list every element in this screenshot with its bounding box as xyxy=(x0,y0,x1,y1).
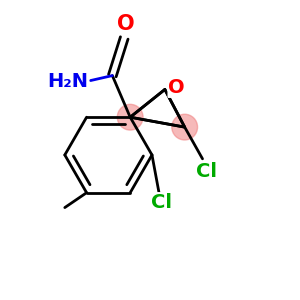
Text: Cl: Cl xyxy=(152,193,172,212)
Circle shape xyxy=(172,114,198,140)
Text: Cl: Cl xyxy=(196,162,217,181)
Text: O: O xyxy=(168,78,185,97)
Text: H₂N: H₂N xyxy=(47,72,88,91)
Circle shape xyxy=(117,104,143,130)
Text: O: O xyxy=(117,14,135,34)
